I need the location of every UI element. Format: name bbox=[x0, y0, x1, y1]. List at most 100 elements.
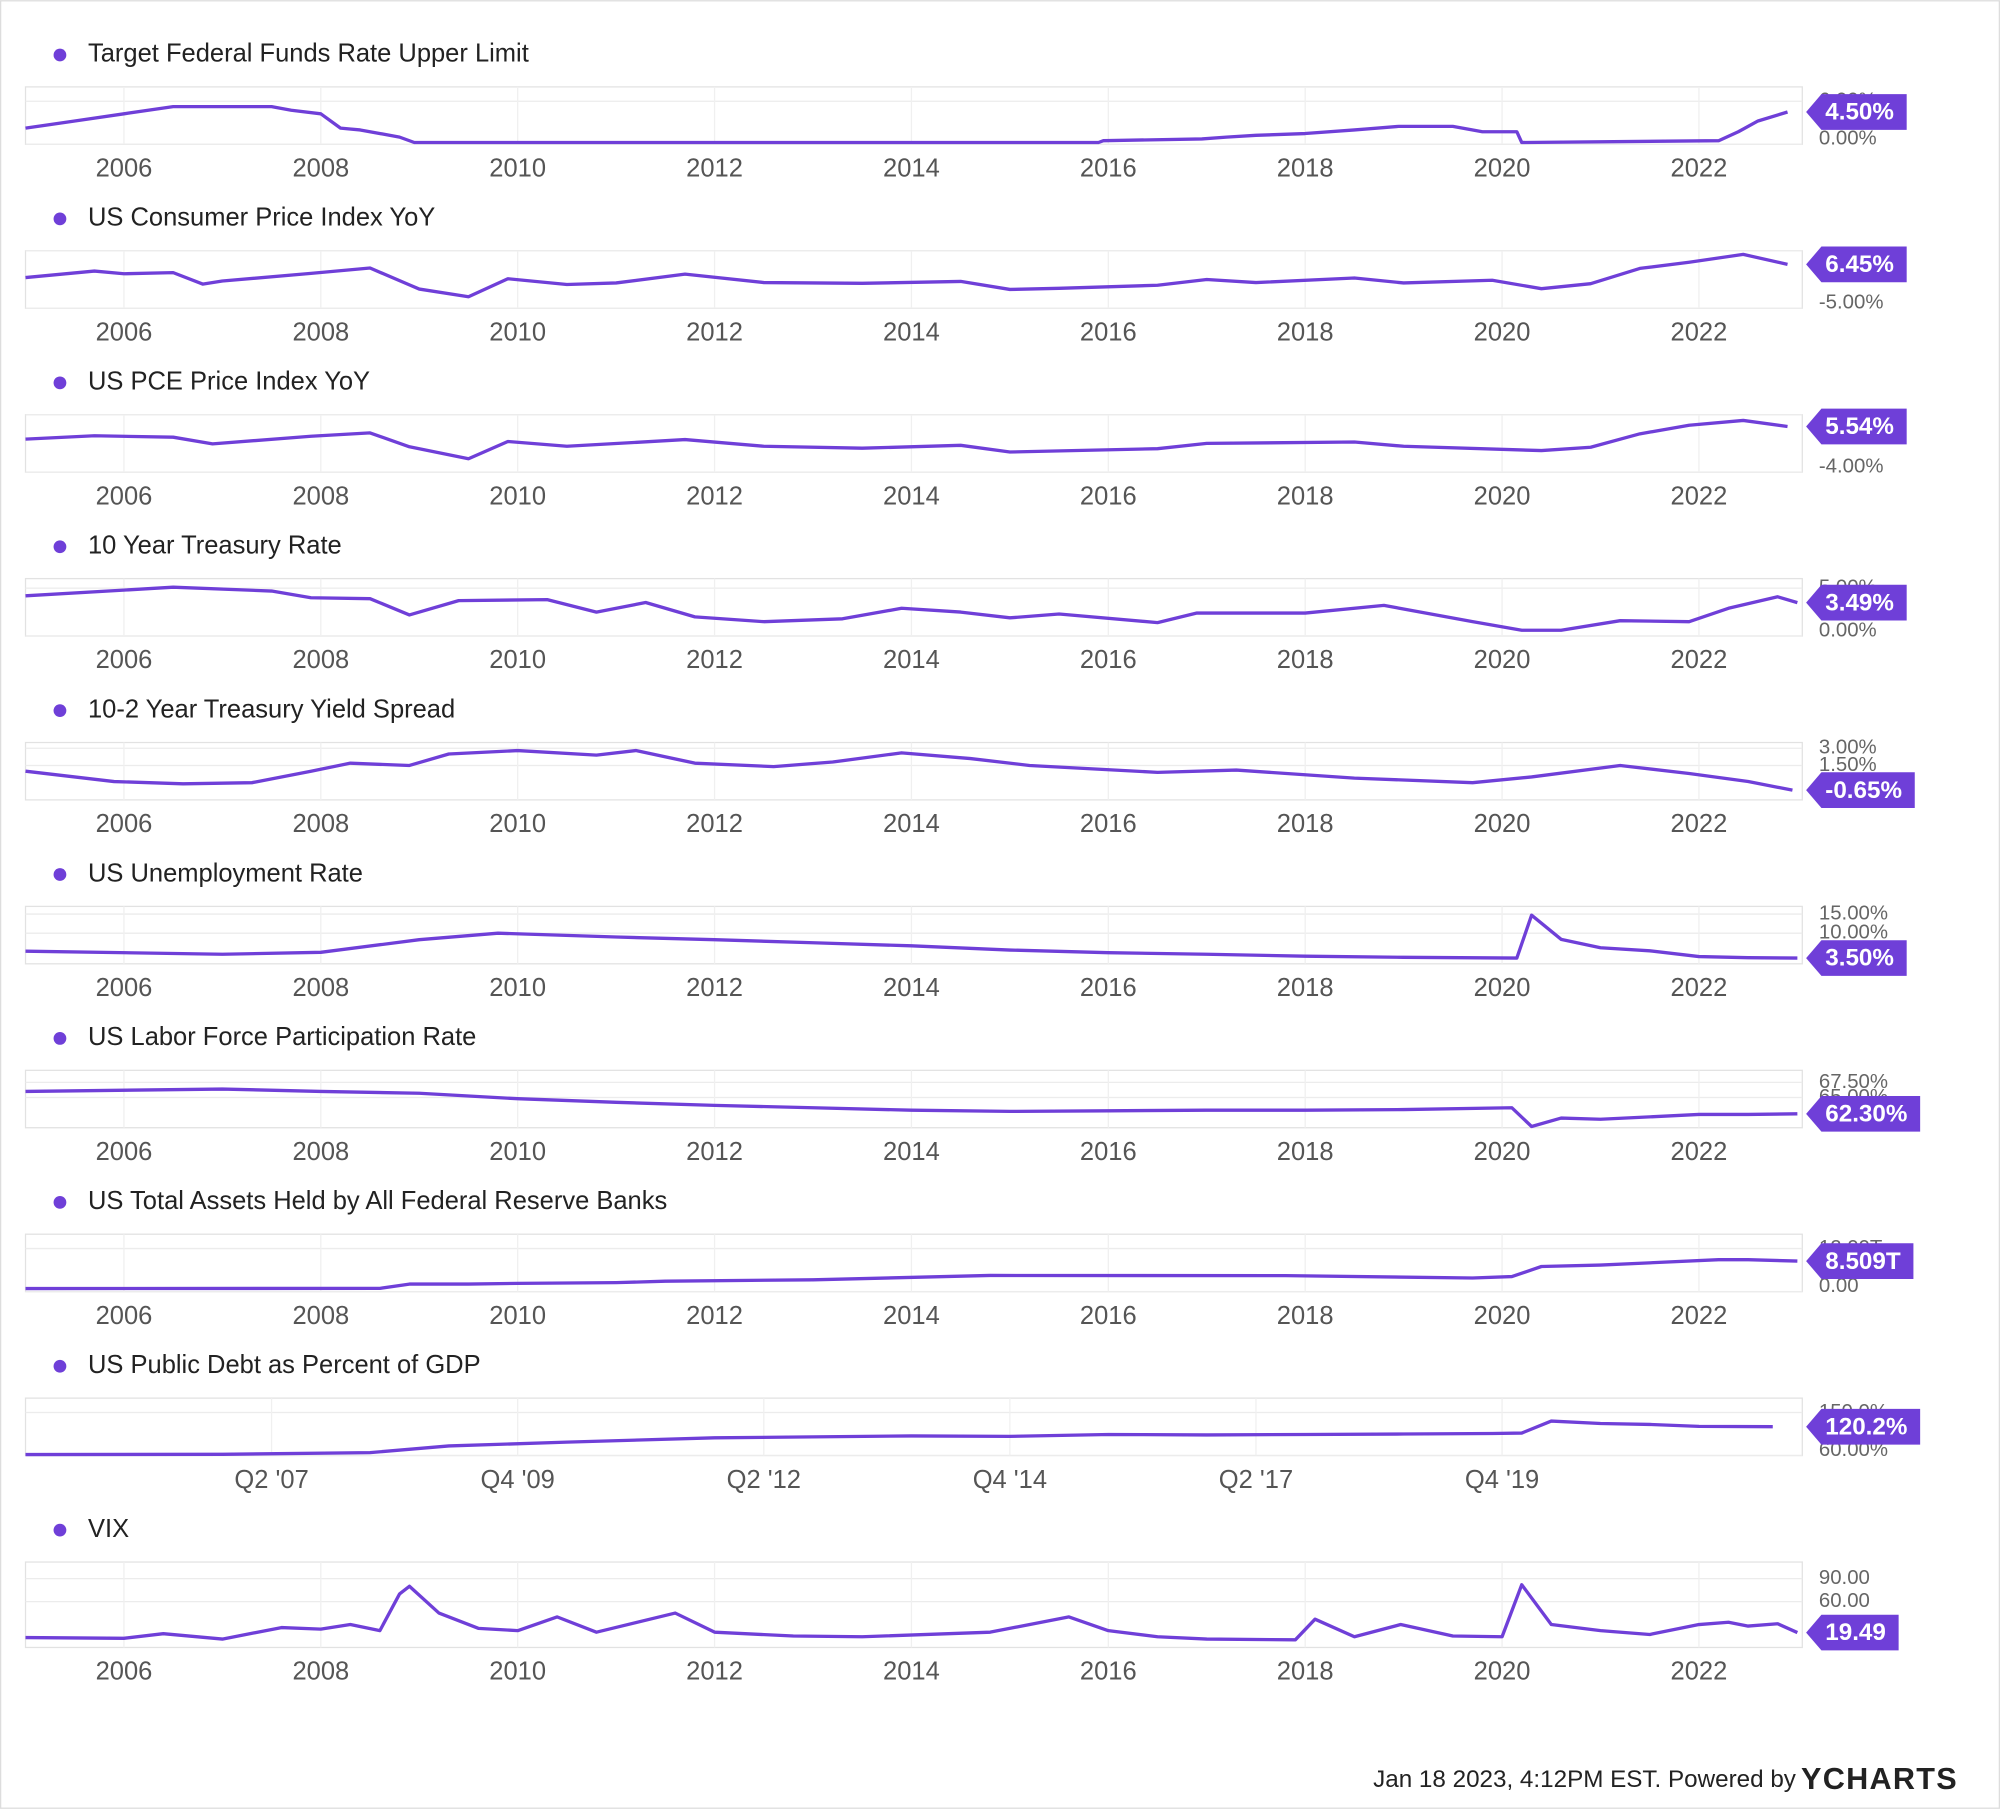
x-tick-label: 2010 bbox=[489, 646, 546, 674]
x-tick-label: 2020 bbox=[1474, 1658, 1531, 1686]
y-tick-label: 0.00% bbox=[1819, 619, 1877, 641]
x-tick-label: 2010 bbox=[489, 1138, 546, 1166]
x-tick-label: 2016 bbox=[1080, 974, 1137, 1002]
x-tick-label: 2008 bbox=[292, 318, 349, 346]
x-tick-label: 2020 bbox=[1474, 482, 1531, 510]
chart-title: US Public Debt as Percent of GDP bbox=[88, 1351, 481, 1379]
x-tick-label: 2020 bbox=[1474, 1138, 1531, 1166]
series-line bbox=[25, 104, 1789, 145]
y-tick-label: 1.50% bbox=[1819, 754, 1877, 776]
x-tick-label: 2014 bbox=[883, 646, 940, 674]
y-tick-label: 3.00% bbox=[1819, 737, 1877, 759]
y-tick-label: 0.00% bbox=[1819, 128, 1877, 150]
value-badge: 6.45% bbox=[1806, 246, 1907, 283]
x-tick-label: 2022 bbox=[1671, 1658, 1728, 1686]
x-tick-label: 2008 bbox=[292, 1138, 349, 1166]
x-tick-label: 2014 bbox=[883, 482, 940, 510]
value-badge: 8.509T bbox=[1806, 1243, 1914, 1279]
legend-dot bbox=[53, 704, 67, 717]
x-tick-label: Q4 '14 bbox=[973, 1466, 1047, 1494]
badge-shape bbox=[1806, 246, 1907, 283]
x-tick-label: 2020 bbox=[1474, 318, 1531, 346]
x-tick-label: 2012 bbox=[686, 482, 743, 510]
x-tick-label: Q4 '19 bbox=[1465, 1466, 1539, 1494]
badge-shape bbox=[1806, 772, 1915, 809]
value-badge: 120.2% bbox=[1806, 1408, 1921, 1445]
series-line bbox=[25, 1583, 1799, 1642]
badge-shape bbox=[1806, 940, 1907, 976]
legend-dot bbox=[53, 1032, 67, 1045]
badge-label: 120.2% bbox=[1825, 1413, 1907, 1440]
x-tick-label: 2022 bbox=[1671, 482, 1728, 510]
series-line bbox=[25, 1419, 1773, 1457]
x-tick-label: 2018 bbox=[1277, 1658, 1334, 1686]
badge-label: 4.50% bbox=[1825, 99, 1894, 126]
x-tick-label: 2022 bbox=[1671, 1302, 1728, 1330]
x-tick-label: 2006 bbox=[96, 646, 153, 674]
y-tick-label: 0.00 bbox=[1819, 1275, 1859, 1297]
x-tick-label: 2018 bbox=[1277, 1302, 1334, 1330]
badge-shape bbox=[1806, 1408, 1921, 1445]
x-tick-label: 2016 bbox=[1080, 318, 1137, 346]
value-badge: 5.54% bbox=[1806, 408, 1907, 445]
legend-dot bbox=[53, 1195, 67, 1209]
chart-title: 10 Year Treasury Rate bbox=[88, 531, 342, 559]
x-tick-label: 2018 bbox=[1277, 646, 1334, 674]
chart-title: Target Federal Funds Rate Upper Limit bbox=[88, 40, 529, 68]
chart-title: 10-2 Year Treasury Yield Spread bbox=[88, 695, 455, 723]
y-tick-label: -5.00% bbox=[1819, 291, 1884, 313]
badge-shape bbox=[1806, 408, 1907, 445]
x-tick-label: 2014 bbox=[883, 810, 940, 838]
x-tick-label: 2012 bbox=[686, 155, 743, 183]
plot-area bbox=[24, 905, 1803, 965]
footer-brand: YCHARTS bbox=[1801, 1762, 1958, 1796]
x-tick-label: 2022 bbox=[1671, 646, 1728, 674]
x-tick-label: 2022 bbox=[1671, 155, 1728, 183]
x-tick-label: 2018 bbox=[1277, 155, 1334, 183]
badge-shape bbox=[1806, 1243, 1914, 1279]
legend-dot bbox=[53, 868, 67, 881]
x-tick-label: 2022 bbox=[1671, 318, 1728, 346]
x-tick-label: 2006 bbox=[96, 1138, 153, 1166]
x-tick-label: 2020 bbox=[1474, 1302, 1531, 1330]
x-tick-label: 2016 bbox=[1080, 482, 1137, 510]
plot-area bbox=[24, 1069, 1803, 1129]
x-tick-label: 2022 bbox=[1671, 1138, 1728, 1166]
x-tick-label: 2008 bbox=[292, 1658, 349, 1686]
x-tick-label: 2020 bbox=[1474, 155, 1531, 183]
x-tick-label: 2012 bbox=[686, 1302, 743, 1330]
y-tick-label: 67.50% bbox=[1819, 1071, 1888, 1093]
x-tick-label: 2016 bbox=[1080, 155, 1137, 183]
badge-shape bbox=[1806, 1614, 1899, 1651]
x-tick-label: 2006 bbox=[96, 482, 153, 510]
x-tick-label: 2012 bbox=[686, 1138, 743, 1166]
x-tick-label: 2008 bbox=[292, 482, 349, 510]
x-tick-label: Q4 '09 bbox=[481, 1466, 555, 1494]
x-tick-label: 2010 bbox=[489, 810, 546, 838]
x-tick-label: 2010 bbox=[489, 1658, 546, 1686]
x-tick-label: 2008 bbox=[292, 810, 349, 838]
legend-dot bbox=[53, 540, 67, 554]
badge-label: 3.50% bbox=[1825, 945, 1894, 972]
x-tick-label: 2008 bbox=[292, 1302, 349, 1330]
x-tick-label: 2010 bbox=[489, 318, 546, 346]
x-tick-label: 2016 bbox=[1080, 1138, 1137, 1166]
series-line bbox=[25, 252, 1788, 299]
x-tick-label: 2006 bbox=[96, 810, 153, 838]
y-tick-label: 90.00 bbox=[1819, 1567, 1870, 1589]
chart-title: VIX bbox=[88, 1515, 129, 1543]
x-tick-label: 2006 bbox=[96, 974, 153, 1002]
y-tick-label: 60.00 bbox=[1819, 1590, 1870, 1612]
chart-title: US Labor Force Participation Rate bbox=[88, 1023, 476, 1051]
x-tick-label: 2022 bbox=[1671, 974, 1728, 1002]
value-badge: 3.50% bbox=[1806, 940, 1907, 976]
badge-shape bbox=[1806, 584, 1907, 621]
x-tick-label: 2012 bbox=[686, 810, 743, 838]
x-tick-label: 2018 bbox=[1277, 1138, 1334, 1166]
y-tick-label: -4.00% bbox=[1819, 455, 1884, 477]
value-badge: 62.30% bbox=[1806, 1095, 1921, 1132]
badge-label: 8.509T bbox=[1825, 1248, 1901, 1275]
series-line bbox=[25, 1258, 1798, 1291]
